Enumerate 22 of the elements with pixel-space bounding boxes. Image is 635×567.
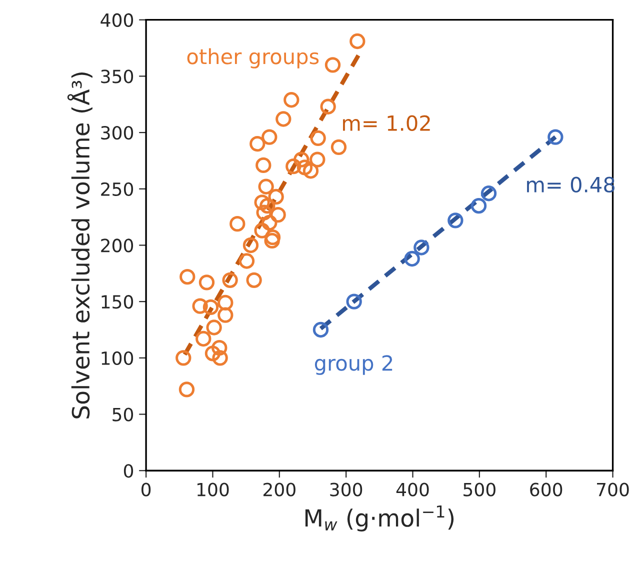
x-tick-label: 100 — [197, 482, 229, 496]
y-tick-label: 350 — [101, 70, 134, 84]
x-tick-label: 200 — [263, 482, 296, 496]
y-tick-label: 400 — [100, 13, 134, 27]
y-tick-label: 200 — [101, 238, 134, 252]
x-tick-label: 500 — [464, 482, 496, 496]
y-tick-label: 100 — [102, 351, 134, 366]
x-tick-label: 300 — [330, 482, 362, 496]
y-tick-label: 150 — [102, 295, 134, 309]
y-tick-label: 300 — [101, 126, 134, 140]
series-label: group 2 — [314, 355, 392, 375]
y-tick-label: 0 — [124, 464, 134, 478]
x-tick-label: 700 — [597, 482, 629, 496]
x-tick-label: 400 — [396, 482, 429, 496]
y-tick-label: 250 — [101, 182, 134, 196]
x-tick-label: 0 — [141, 482, 151, 496]
x-tick-label: 600 — [530, 482, 562, 496]
y-axis-title: Solvent excluded volume (Å³) — [67, 72, 92, 418]
y-tick-label: 50 — [112, 408, 134, 422]
annotation: m= 1.02 — [343, 115, 430, 131]
series-label: other groups — [187, 48, 319, 68]
x-axis-title: M$_{w}$ (g·mol$^{−1}$) — [305, 505, 454, 532]
